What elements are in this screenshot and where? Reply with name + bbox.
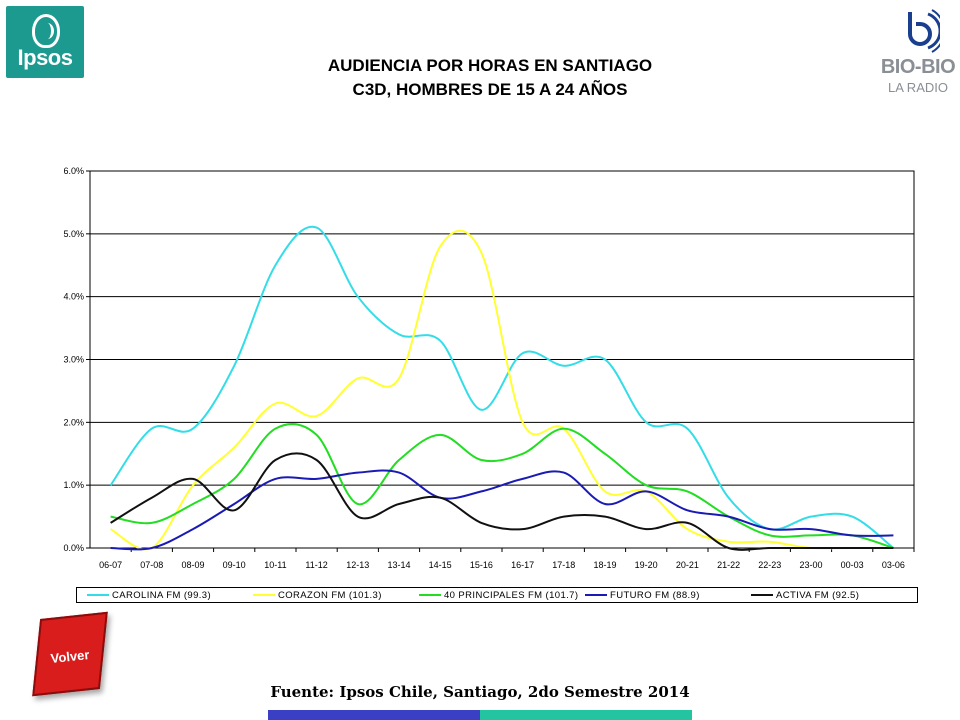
footer-bar-blue (268, 710, 480, 720)
source-note: Fuente: Ipsos Chile, Santiago, 2do Semes… (270, 683, 690, 701)
legend-item: 40 PRINCIPALES FM (101.7) (419, 590, 585, 601)
series-line-1 (110, 229, 894, 551)
x-tick-label: 18-19 (593, 560, 616, 570)
legend-item: ACTIVA FM (92.5) (751, 590, 917, 601)
y-tick-label: 1.0% (63, 480, 84, 490)
legend-swatch (751, 594, 773, 596)
x-tick-label: 08-09 (181, 560, 204, 570)
x-tick-label: 15-16 (470, 560, 493, 570)
biobio-logo-subtext: LA RADIO (888, 80, 948, 95)
biobio-logo: BIO-BIO LA RADIO (880, 4, 956, 100)
ipsos-emblem-icon (32, 14, 60, 48)
y-tick-label: 6.0% (63, 166, 84, 176)
volver-button[interactable]: Volver (22, 604, 114, 700)
x-tick-label: 03-06 (882, 560, 905, 570)
x-tick-label: 21-22 (717, 560, 740, 570)
legend-swatch (87, 594, 109, 596)
legend-item: CAROLINA FM (99.3) (87, 590, 253, 601)
series-line-4 (110, 452, 894, 551)
x-tick-label: 11-12 (305, 560, 327, 570)
y-tick-label: 0.0% (63, 543, 84, 553)
legend-swatch (253, 594, 275, 596)
x-tick-label: 22-23 (758, 560, 781, 570)
y-tick-label: 3.0% (63, 355, 84, 365)
series-line-0 (109, 225, 895, 549)
y-tick-label: 5.0% (63, 229, 84, 239)
x-tick-label: 20-21 (676, 560, 699, 570)
legend-label: 40 PRINCIPALES FM (101.7) (444, 589, 579, 601)
x-tick-label: 12-13 (346, 560, 369, 570)
x-tick-label: 14-15 (429, 560, 452, 570)
x-tick-label: 06-07 (99, 560, 122, 570)
y-tick-label: 4.0% (63, 292, 84, 302)
legend-swatch (419, 594, 441, 596)
x-tick-label: 16-17 (511, 560, 534, 570)
biobio-logo-text: BIO-BIO (880, 56, 956, 78)
chart-legend: CAROLINA FM (99.3) CORAZON FM (101.3) 40 P… (76, 587, 918, 603)
x-tick-label: 23-00 (799, 560, 822, 570)
line-chart: 0.0% 1.0% 2.0% 3.0% 4.0% 5.0% 6.0% 06-07 07-08 0… (63, 166, 915, 570)
x-tick-label: 00-03 (841, 560, 864, 570)
x-tick-label: 19-20 (635, 560, 658, 570)
series-line-2 (110, 423, 894, 549)
x-tick-label: 17-18 (552, 560, 575, 570)
legend-item: CORAZON FM (101.3) (253, 590, 419, 601)
legend-label: CAROLINA FM (99.3) (112, 589, 212, 601)
legend-label: CORAZON FM (101.3) (278, 589, 382, 601)
x-tick-label: 13-14 (387, 560, 410, 570)
ipsos-logo: Ipsos (6, 6, 84, 78)
legend-label: ACTIVA FM (92.5) (776, 589, 860, 601)
y-tick-label: 2.0% (63, 417, 84, 427)
chart-title-line2: C3D, HOMBRES DE 15 A 24 AÑOS (352, 80, 628, 99)
x-tick-label: 10-11 (264, 560, 286, 570)
legend-item: FUTURO FM (88.9) (585, 590, 751, 601)
x-tick-label: 09-10 (223, 560, 246, 570)
ipsos-logo-text: Ipsos (17, 45, 73, 70)
series-line-3 (110, 469, 894, 551)
x-tick-label: 07-08 (140, 560, 163, 570)
legend-label: FUTURO FM (88.9) (610, 589, 700, 601)
legend-swatch (585, 594, 607, 596)
footer-bar-teal (480, 710, 692, 720)
biobio-radio-icon (908, 9, 940, 53)
chart-title-line1: AUDIENCIA POR HORAS EN SANTIAGO (327, 56, 653, 75)
